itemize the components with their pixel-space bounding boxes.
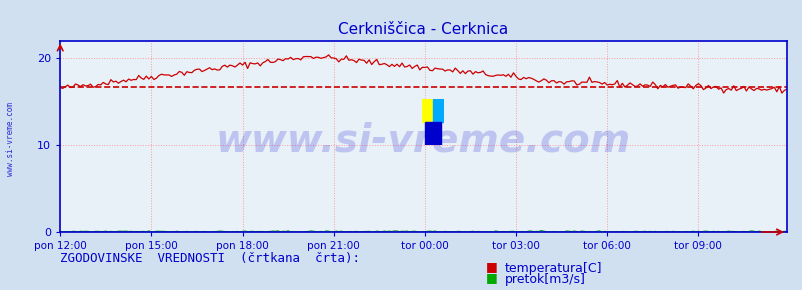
- Text: pretok[m3/s]: pretok[m3/s]: [504, 273, 585, 286]
- Text: temperatura[C]: temperatura[C]: [504, 262, 602, 275]
- Text: ZGODOVINSKE  VREDNOSTI  (črtkana  črta):: ZGODOVINSKE VREDNOSTI (črtkana črta):: [60, 253, 360, 265]
- Text: ■: ■: [485, 271, 497, 284]
- Bar: [421, 99, 432, 122]
- Text: www.si-vreme.com: www.si-vreme.com: [6, 102, 15, 176]
- Bar: [424, 122, 440, 145]
- Text: ■: ■: [485, 260, 497, 273]
- Title: Cerkniščica - Cerknica: Cerkniščica - Cerknica: [338, 22, 508, 37]
- Text: www.si-vreme.com: www.si-vreme.com: [216, 121, 630, 159]
- Bar: [432, 99, 444, 122]
